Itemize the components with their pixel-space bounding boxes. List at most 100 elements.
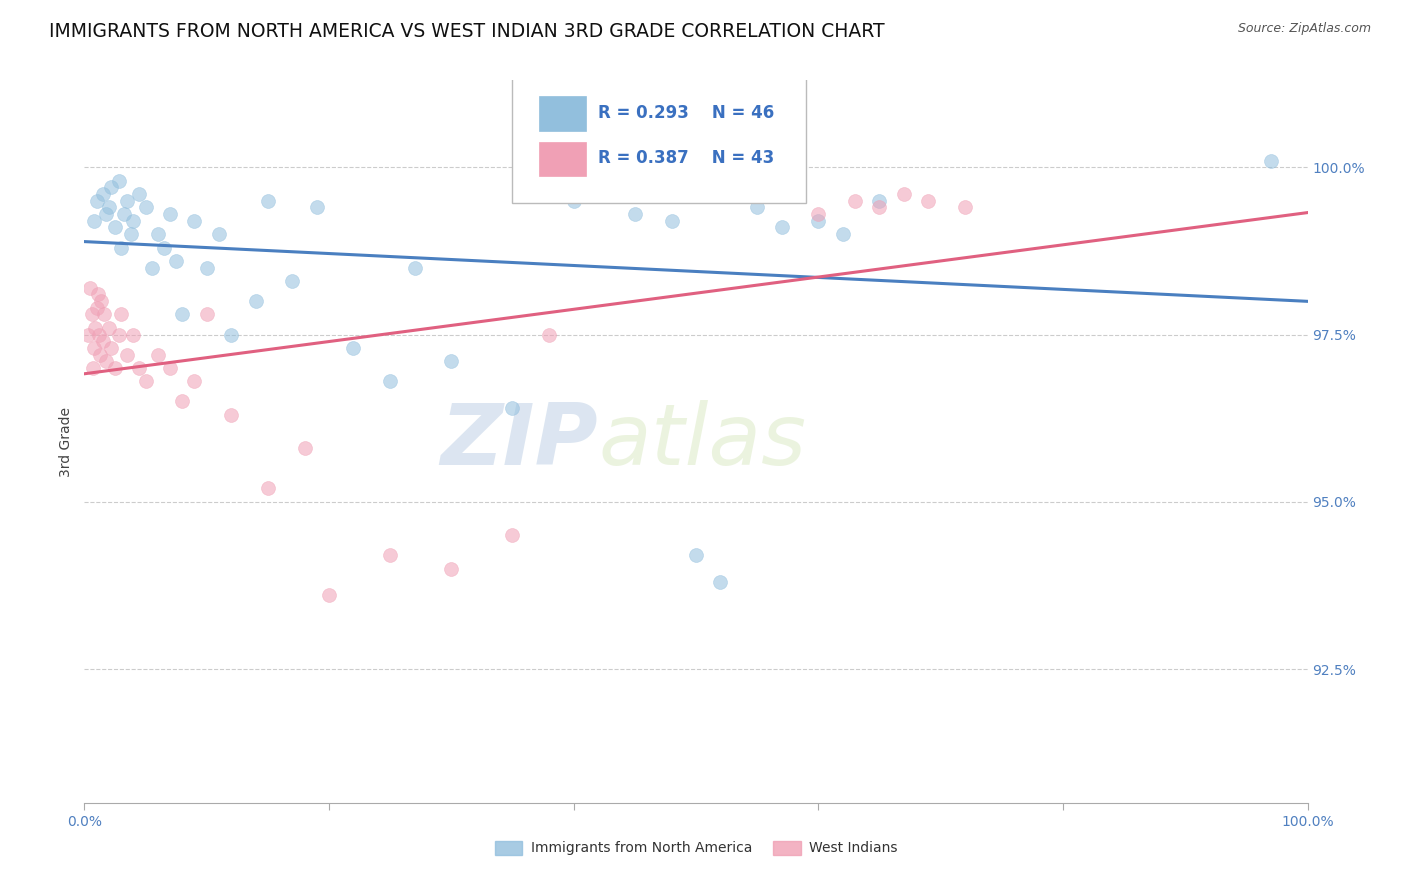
Point: [87, 327, 110, 342]
Point: [342, 341, 364, 355]
Point: [104, 220, 127, 235]
Point: [953, 201, 976, 215]
Point: [90, 294, 112, 309]
FancyBboxPatch shape: [540, 142, 586, 177]
Point: [183, 375, 205, 389]
Point: [562, 194, 585, 208]
Point: [91, 334, 114, 349]
Point: [685, 549, 707, 563]
Point: [84, 321, 107, 335]
Point: [93, 308, 115, 322]
Point: [831, 227, 853, 242]
Point: [96, 354, 118, 368]
Point: [128, 361, 150, 376]
Point: [104, 361, 127, 376]
Point: [281, 274, 304, 288]
Point: [917, 194, 939, 208]
Text: Source: ZipAtlas.com: Source: ZipAtlas.com: [1237, 22, 1371, 36]
Point: [172, 394, 194, 409]
Text: R = 0.293    N = 46: R = 0.293 N = 46: [598, 103, 775, 122]
Point: [110, 241, 132, 255]
Point: [135, 201, 157, 215]
Point: [747, 201, 769, 215]
Text: IMMIGRANTS FROM NORTH AMERICA VS WEST INDIAN 3RD GRADE CORRELATION CHART: IMMIGRANTS FROM NORTH AMERICA VS WEST IN…: [49, 22, 884, 41]
Point: [661, 214, 683, 228]
Point: [305, 201, 328, 215]
Point: [141, 260, 163, 275]
Point: [110, 308, 132, 322]
Point: [86, 194, 108, 208]
FancyBboxPatch shape: [513, 77, 806, 203]
Point: [257, 482, 280, 496]
Point: [807, 214, 830, 228]
Point: [624, 207, 647, 221]
Text: atlas: atlas: [598, 400, 806, 483]
Point: [893, 187, 915, 202]
Point: [115, 348, 138, 362]
Point: [97, 321, 120, 335]
Point: [208, 227, 231, 242]
Point: [146, 348, 169, 362]
Point: [122, 327, 145, 342]
Point: [538, 327, 561, 342]
Point: [135, 375, 157, 389]
Point: [869, 194, 891, 208]
Point: [172, 308, 194, 322]
Point: [747, 187, 769, 202]
Point: [83, 341, 105, 355]
Point: [440, 354, 463, 368]
Point: [159, 361, 181, 376]
Point: [245, 294, 267, 309]
Point: [115, 194, 138, 208]
Point: [219, 408, 242, 422]
Y-axis label: 3rd Grade: 3rd Grade: [59, 407, 73, 476]
Point: [183, 214, 205, 228]
Point: [195, 308, 218, 322]
Point: [159, 207, 181, 221]
Point: [318, 589, 340, 603]
Point: [869, 201, 891, 215]
Point: [97, 201, 120, 215]
Point: [502, 528, 524, 542]
Point: [77, 327, 100, 342]
Point: [100, 180, 122, 194]
Text: ZIP: ZIP: [440, 400, 598, 483]
Point: [844, 194, 866, 208]
Point: [294, 442, 316, 456]
Point: [153, 241, 176, 255]
Point: [404, 260, 426, 275]
Point: [219, 327, 242, 342]
Point: [257, 194, 280, 208]
Point: [380, 549, 402, 563]
Point: [440, 562, 463, 576]
Point: [380, 375, 402, 389]
FancyBboxPatch shape: [540, 96, 586, 131]
Point: [783, 187, 806, 202]
Point: [120, 227, 142, 242]
Point: [96, 207, 118, 221]
Point: [89, 348, 111, 362]
Point: [807, 207, 830, 221]
Point: [195, 260, 218, 275]
Point: [709, 575, 731, 590]
Point: [502, 401, 524, 416]
Point: [82, 361, 104, 376]
Text: R = 0.387    N = 43: R = 0.387 N = 43: [598, 149, 775, 168]
Point: [128, 187, 150, 202]
Point: [100, 341, 122, 355]
Point: [122, 214, 145, 228]
Point: [87, 287, 110, 301]
Point: [107, 327, 129, 342]
Point: [79, 281, 101, 295]
Point: [86, 301, 108, 315]
Point: [146, 227, 169, 242]
Point: [107, 174, 129, 188]
Point: [1260, 153, 1282, 168]
Point: [80, 308, 103, 322]
Legend: Immigrants from North America, West Indians: Immigrants from North America, West Indi…: [489, 835, 903, 861]
Point: [770, 220, 793, 235]
Point: [112, 207, 135, 221]
Point: [83, 214, 105, 228]
Point: [91, 187, 114, 202]
Point: [165, 254, 187, 268]
